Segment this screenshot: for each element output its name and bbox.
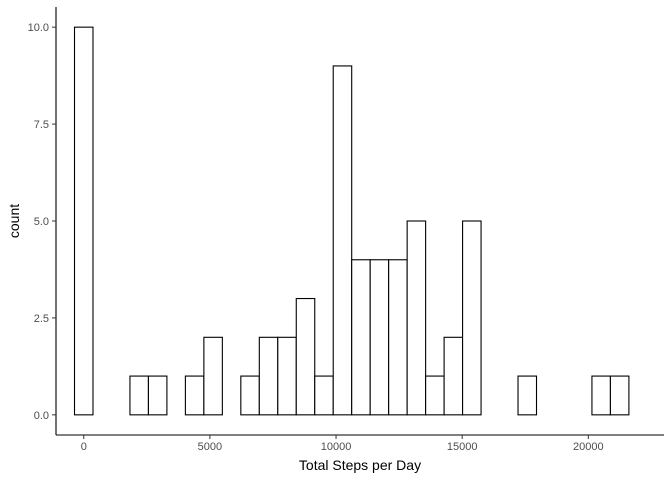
histogram-bar	[406, 220, 427, 416]
histogram-bar	[425, 375, 445, 416]
x-tick-label: 5000	[198, 441, 222, 453]
axes: 0 5000 10000 15000 20000 0.0 2.5 5.0 7.5 10.0	[28, 7, 664, 453]
x-tick-label: 20000	[573, 441, 604, 453]
histogram-bar	[388, 259, 408, 416]
y-tick-label: 7.5	[34, 119, 49, 131]
histogram-bars	[73, 26, 630, 416]
histogram-bar	[462, 220, 482, 416]
histogram-bar	[295, 297, 316, 416]
histogram-bar	[258, 336, 279, 416]
y-tick-label: 0.0	[34, 410, 49, 422]
histogram-bar	[369, 259, 390, 416]
x-tick-label: 10000	[321, 441, 352, 453]
histogram-bar	[591, 375, 611, 416]
histogram-bar	[609, 375, 630, 416]
histogram-bar	[277, 336, 297, 416]
histogram-bar	[147, 375, 168, 416]
histogram-bar	[129, 375, 149, 416]
histogram-bar	[203, 336, 223, 416]
histogram-bar	[314, 375, 334, 416]
y-tick-label: 5.0	[34, 216, 49, 228]
histogram-bar	[240, 375, 260, 416]
histogram-bar	[184, 375, 205, 416]
y-tick-label: 2.5	[34, 313, 49, 325]
histogram-bar	[73, 26, 94, 416]
histogram-bar	[443, 336, 464, 416]
x-tick-label: 15000	[447, 441, 478, 453]
x-axis-title: Total Steps per Day	[299, 457, 421, 473]
x-tick-label: 0	[81, 441, 87, 453]
y-axis-title: count	[6, 204, 22, 238]
histogram-bar	[332, 65, 353, 416]
y-tick-label: 10.0	[28, 22, 49, 34]
histogram-bar	[517, 375, 538, 416]
histogram-bar	[351, 259, 371, 416]
